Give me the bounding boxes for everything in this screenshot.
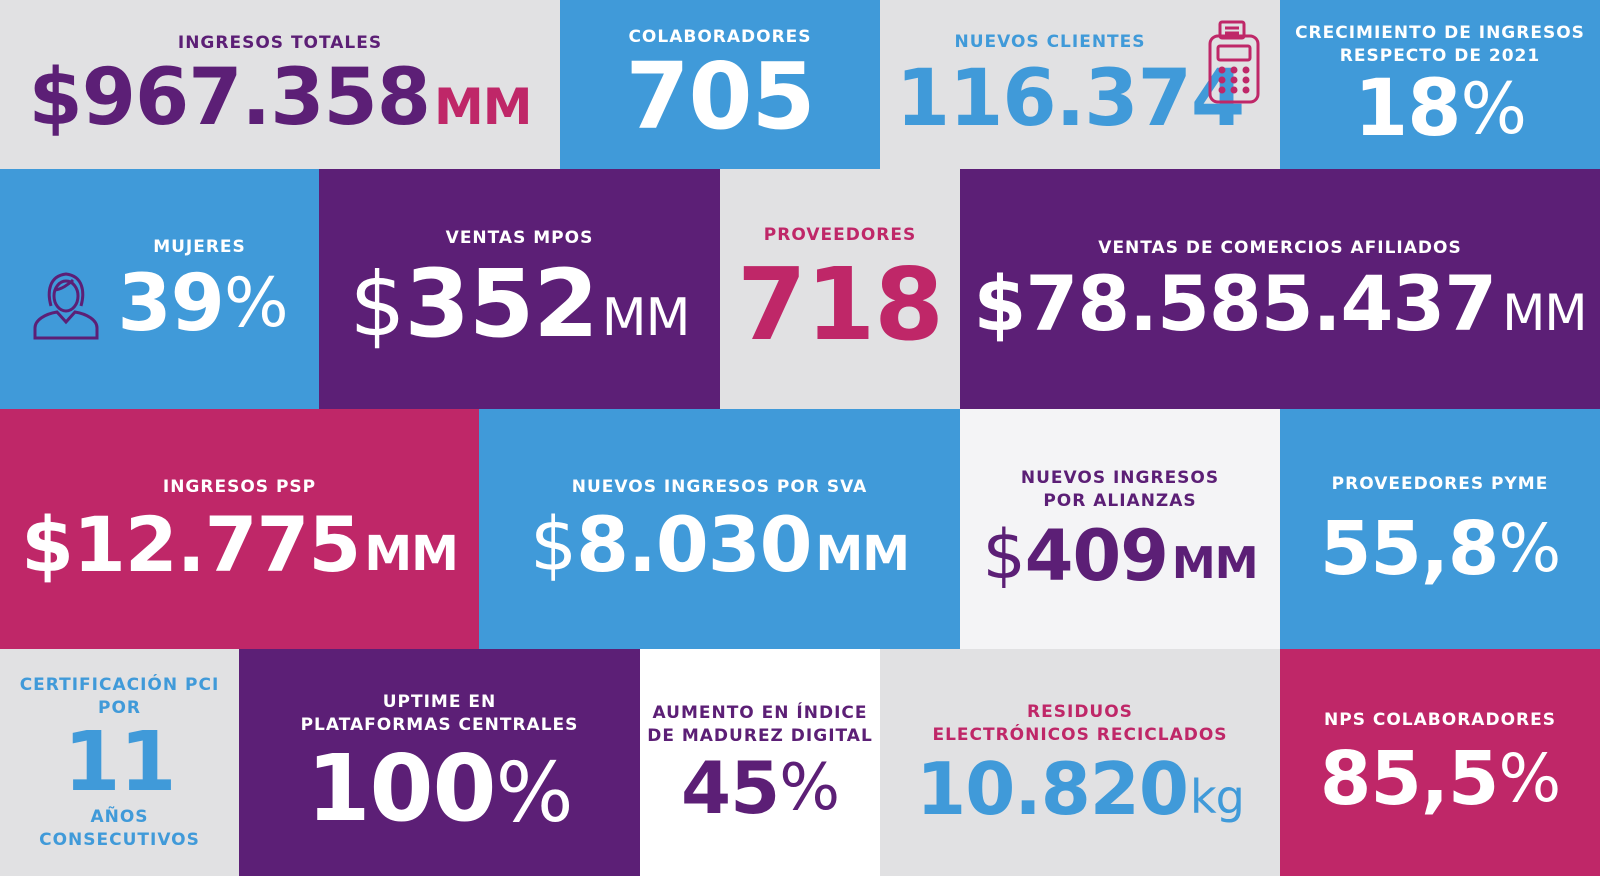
tile-label: INGRESOS TOTALES	[177, 33, 383, 53]
tile-label: NUEVOS INGRESOS POR SVA	[571, 476, 868, 497]
tile-residuos: RESIDUOS ELECTRÓNICOS RECICLADOS 10.820 …	[880, 649, 1280, 876]
tile-unit: %	[1460, 67, 1528, 150]
pos-terminal-icon	[1206, 20, 1262, 106]
tile-unit: %	[1498, 740, 1561, 817]
tile-ventas-mpos: VENTAS MPOS $ 352 MM	[319, 169, 720, 409]
tile-value: 18	[1353, 63, 1462, 154]
tile-unit: MM	[1502, 283, 1587, 342]
tile-madurez: AUMENTO EN ÍNDICE DE MADUREZ DIGITAL 45 …	[640, 649, 880, 876]
tile-ingresos-psp: INGRESOS PSP $12.775 MM	[0, 409, 479, 649]
tile-ventas-comercios: VENTAS DE COMERCIOS AFILIADOS $78.585.43…	[960, 169, 1600, 409]
tile-unit: kg	[1190, 769, 1245, 824]
tile-certificacion: CERTIFICACIÓN PCI POR 11 AÑOS CONSECUTIV…	[0, 649, 239, 876]
tile-unit: MM	[364, 525, 459, 582]
tile-proveedores-pyme: PROVEEDORES PYME 55,8 %	[1280, 409, 1600, 649]
tile-label: AUMENTO EN ÍNDICE DE MADUREZ DIGITAL	[647, 702, 873, 746]
tile-label: COLABORADORES	[628, 27, 812, 47]
tile-label: NPS COLABORADORES	[1324, 710, 1556, 730]
woman-icon	[31, 268, 101, 340]
tile-unit: MM	[434, 78, 533, 136]
tile-label: CERTIFICACIÓN PCI POR	[19, 674, 220, 718]
tile-label: PROVEEDORES	[763, 224, 917, 245]
tile-value: 39	[117, 258, 225, 349]
tile-nps: NPS COLABORADORES 85,5 %	[1280, 649, 1600, 876]
tile-label: INGRESOS PSP	[162, 476, 317, 497]
tile-nuevos-alianzas: NUEVOS INGRESOS POR ALIANZAS $ 409 MM	[960, 409, 1280, 649]
tile-mujeres: MUJERES 39 %	[0, 169, 319, 409]
tile-ingresos-totales: INGRESOS TOTALES $967.358 MM	[0, 0, 560, 169]
tile-value: $12.775	[21, 499, 361, 589]
tile-crecimiento: CRECIMIENTO DE INGRESOS RESPECTO DE 2021…	[1280, 0, 1600, 169]
tile-unit: MM	[815, 525, 910, 582]
currency-sign: $	[529, 501, 577, 588]
tile-value: 116.374	[895, 54, 1245, 144]
tile-value: 8.030	[576, 499, 812, 589]
tile-label: UPTIME EN PLATAFORMAS CENTRALES	[300, 691, 579, 735]
tile-proveedores: PROVEEDORES 718	[720, 169, 960, 409]
tile-label: MUJERES	[153, 236, 246, 257]
tile-uptime: UPTIME EN PLATAFORMAS CENTRALES 100 %	[239, 649, 640, 876]
tile-nuevos-clientes: NUEVOS CLIENTES 116.374	[880, 0, 1280, 169]
tile-value: 55,8	[1319, 505, 1500, 592]
tile-unit: %	[495, 745, 574, 841]
tile-label: CRECIMIENTO DE INGRESOS RESPECTO DE 2021	[1295, 22, 1585, 66]
tile-unit: MM	[1171, 538, 1259, 589]
tile-label: NUEVOS CLIENTES	[954, 32, 1146, 52]
tile-value: $967.358	[28, 53, 431, 143]
tile-unit: %	[223, 263, 289, 343]
tile-value: 705	[625, 43, 815, 150]
tile-value: 10.820	[916, 746, 1189, 831]
tile-label: VENTAS MPOS	[445, 227, 594, 248]
tile-label: PROVEEDORES PYME	[1331, 473, 1549, 494]
tile-value: 352	[404, 249, 599, 359]
tile-label: NUEVOS INGRESOS POR ALIANZAS	[1020, 468, 1220, 511]
tile-unit: %	[779, 750, 840, 825]
currency-sign: $	[982, 516, 1026, 595]
tile-value: 718	[737, 245, 944, 363]
tile-value: 409	[1024, 515, 1169, 597]
tile-nuevos-sva: NUEVOS INGRESOS POR SVA $ 8.030 MM	[479, 409, 960, 649]
tile-value: 100	[306, 734, 497, 842]
tile-value: 85,5	[1319, 736, 1500, 822]
tile-unit: MM	[601, 287, 691, 348]
tile-value: 45	[680, 745, 780, 830]
tile-label: VENTAS DE COMERCIOS AFILIADOS	[1098, 237, 1462, 258]
tile-sublabel: AÑOS CONSECUTIVOS	[39, 806, 200, 850]
tile-colaboradores: COLABORADORES 705	[560, 0, 880, 169]
tile-value: $78.585.437	[973, 258, 1498, 348]
tile-label: RESIDUOS ELECTRÓNICOS RECICLADOS	[932, 701, 1228, 745]
tile-value: 11	[63, 714, 176, 810]
tile-unit: %	[1498, 509, 1561, 587]
currency-sign: $	[349, 252, 406, 356]
